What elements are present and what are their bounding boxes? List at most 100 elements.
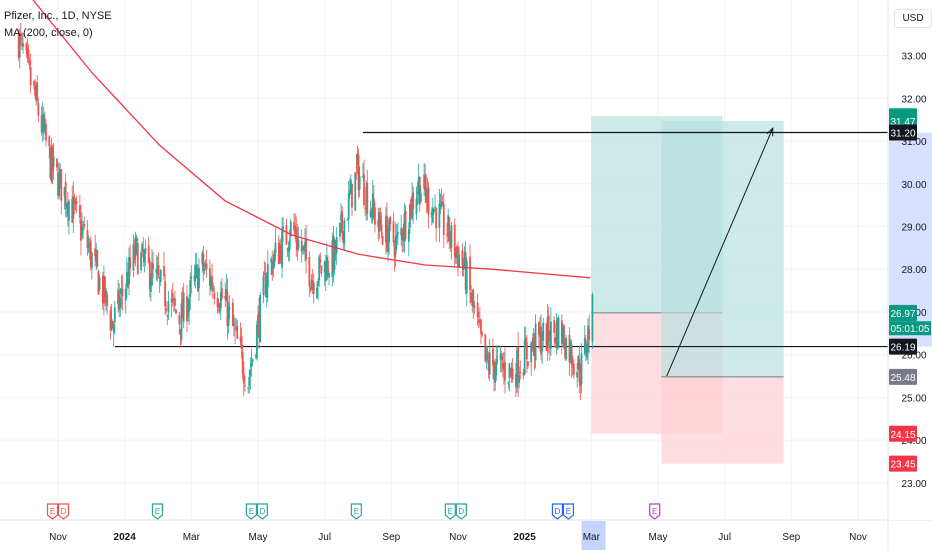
ma-legend[interactable]: MA (200, close, 0)	[4, 27, 93, 39]
candle-body	[187, 309, 189, 318]
candle-body	[522, 372, 525, 376]
candle-body	[458, 254, 460, 268]
price-tick-label: 33.00	[901, 52, 926, 63]
candle-body	[568, 334, 571, 363]
candle-body	[141, 243, 144, 251]
candle-body	[309, 287, 312, 289]
candle-body	[273, 251, 276, 266]
candle-body	[22, 43, 24, 47]
time-tick-label: Jul	[318, 532, 331, 543]
candle-body	[254, 355, 257, 357]
candle-body	[189, 279, 192, 297]
symbol-title[interactable]: Pfizer, Inc., 1D, NYSE	[4, 10, 112, 22]
event-marker[interactable]: E	[562, 503, 575, 520]
loss-zone[interactable]	[661, 376, 784, 464]
candle-body	[66, 202, 69, 216]
candle-body	[569, 342, 572, 361]
candle-body	[463, 251, 466, 266]
arrow-head	[766, 127, 774, 137]
event-marker[interactable]: E	[649, 503, 661, 520]
candle-body	[523, 339, 526, 375]
candle-body	[81, 226, 83, 237]
candle-body	[486, 354, 489, 359]
candle-body	[29, 67, 32, 86]
candle-body	[534, 323, 537, 361]
candle-body	[333, 239, 336, 270]
price-label: 31.47	[890, 117, 915, 128]
candle-body	[19, 33, 22, 37]
candle-body	[120, 288, 123, 294]
candle-body	[411, 196, 413, 219]
event-marker[interactable]: E	[444, 503, 456, 520]
candle-body	[433, 209, 435, 212]
time-tick-label: Sep	[782, 532, 800, 543]
candle-body	[495, 358, 498, 376]
candle-body	[549, 321, 552, 350]
candle-body	[556, 320, 559, 348]
candle-body	[143, 254, 146, 262]
candle-body	[151, 262, 153, 286]
candle-body	[140, 252, 142, 271]
candle-body	[570, 345, 573, 366]
candle-body	[71, 198, 74, 223]
forecast-arrow[interactable]	[666, 128, 774, 377]
candle-body	[98, 277, 101, 290]
candle-body	[212, 288, 215, 291]
candle-body	[194, 265, 197, 279]
candle-body	[196, 267, 199, 292]
candle-body	[247, 387, 250, 389]
event-marker[interactable]: E	[350, 503, 362, 520]
price-tick-label: 26.00	[901, 351, 926, 362]
candle-body	[485, 349, 488, 361]
candle-body	[316, 287, 318, 299]
candle-body	[310, 280, 313, 291]
marker-badge	[57, 503, 70, 520]
candle-body	[175, 309, 177, 314]
candle-body	[500, 355, 503, 361]
candle-body	[357, 155, 360, 191]
candle-body	[369, 210, 372, 217]
candle-body	[449, 242, 452, 244]
candle-body	[136, 243, 139, 275]
candle-body	[461, 250, 464, 266]
profit-zone[interactable]	[661, 120, 784, 377]
candle-body	[248, 376, 251, 386]
candle-body	[266, 264, 269, 288]
candle-body	[293, 222, 295, 231]
candle-body	[303, 245, 305, 247]
currency-button[interactable]: USD	[894, 9, 932, 28]
candle-body	[80, 219, 82, 241]
event-marker[interactable]: D	[455, 503, 467, 520]
marker-badge	[46, 503, 59, 520]
candle-body	[82, 228, 85, 231]
candle-body	[548, 345, 551, 347]
candle-body	[36, 82, 39, 102]
candle-body	[342, 231, 345, 243]
candle-body	[231, 302, 234, 326]
candle-body	[190, 276, 193, 279]
price-label-box	[889, 368, 917, 385]
candle-body	[164, 281, 167, 307]
candle-body	[166, 315, 169, 317]
candle-body	[415, 198, 418, 214]
candle-body	[249, 370, 252, 376]
event-marker[interactable]: E	[151, 503, 164, 520]
event-marker[interactable]: D	[551, 503, 564, 520]
candle-body	[508, 363, 511, 379]
candle-body	[178, 315, 181, 325]
candle-body	[251, 359, 254, 362]
candle-body	[319, 258, 322, 263]
candle-body	[243, 385, 246, 387]
marker-label: D	[555, 507, 561, 516]
candle-body	[371, 193, 374, 221]
candle-body	[328, 273, 330, 278]
candle-body	[553, 320, 556, 333]
event-marker[interactable]: D	[256, 503, 269, 520]
moving-average-line[interactable]	[30, 0, 591, 279]
event-marker[interactable]: E	[46, 503, 59, 520]
event-marker[interactable]: E	[245, 503, 258, 520]
candle-body	[427, 187, 430, 215]
event-marker[interactable]: D	[57, 503, 70, 520]
time-tick-label: May	[249, 532, 268, 543]
